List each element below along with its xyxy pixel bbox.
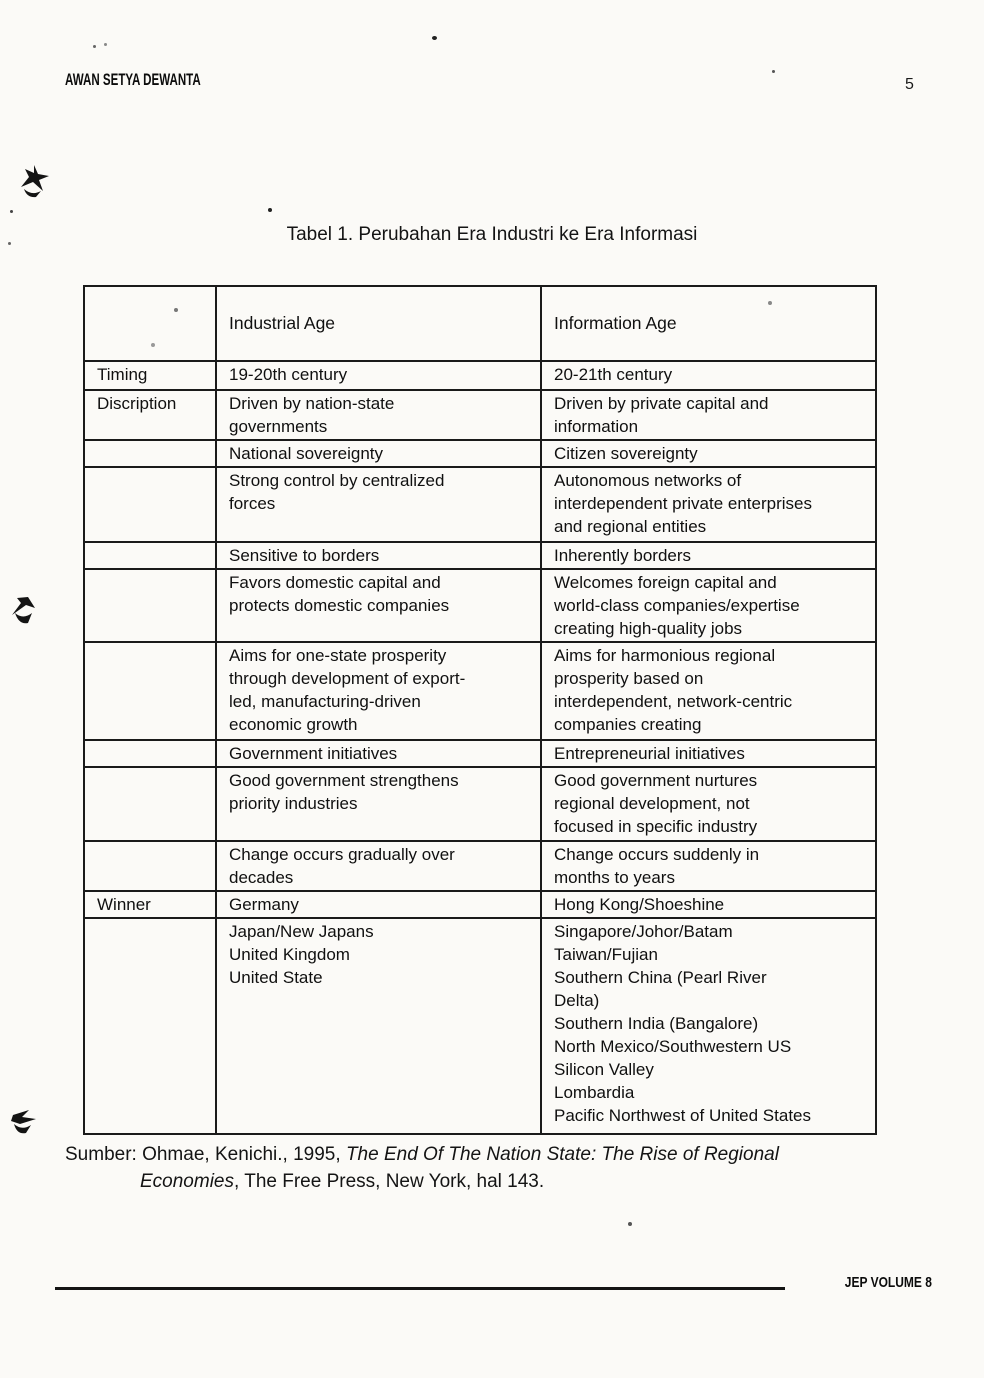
table-title: Tabel 1. Perubahan Era Industri ke Era I… xyxy=(286,224,698,245)
source-text: Sumber: Ohmae, Kenichi., 1995, xyxy=(65,1144,346,1165)
information-cell: 20-21th century xyxy=(540,360,877,391)
industrial-cell: Aims for one-state prosperity through de… xyxy=(215,641,542,741)
industrial-cell: Sensitive to borders xyxy=(215,541,542,570)
journal-footer: JEP VOLUME 8 xyxy=(844,1274,932,1291)
table-row-discription: Discription Driven by nation-state gover… xyxy=(83,389,877,441)
scan-speck xyxy=(93,45,96,48)
row-label xyxy=(83,739,217,768)
scan-speck xyxy=(432,36,437,40)
running-header-author: AWAN SETYA DEWANTA xyxy=(65,70,201,89)
information-cell: Welcomes foreign capital and world-class… xyxy=(540,568,877,643)
source-text: , The Free Press, New York, hal 143. xyxy=(234,1171,545,1192)
table-header-row: Industrial Age Information Age xyxy=(83,285,877,362)
information-cell: Good government nurtures regional develo… xyxy=(540,766,877,842)
footer-rule xyxy=(55,1287,785,1290)
information-cell: Citizen sovereignty xyxy=(540,439,877,468)
row-label xyxy=(83,466,217,543)
industrial-cell: National sovereignty xyxy=(215,439,542,468)
information-cell: Entrepreneurial initiatives xyxy=(540,739,877,768)
row-label: Winner xyxy=(83,890,217,919)
information-cell: Inherently borders xyxy=(540,541,877,570)
row-label xyxy=(83,568,217,643)
scan-speck xyxy=(268,208,272,212)
source-book-title: The End Of The Nation State: The Rise of… xyxy=(345,1144,779,1165)
table-row: National sovereignty Citizen sovereignty xyxy=(83,439,877,468)
information-cell: Driven by private capital and informatio… xyxy=(540,389,877,441)
table-row-timing: Timing 19-20th century 20-21th century xyxy=(83,360,877,391)
information-cell: Autonomous networks of interdependent pr… xyxy=(540,466,877,543)
industrial-cell: Driven by nation-state governments xyxy=(215,389,542,441)
column-header-empty xyxy=(83,285,217,362)
row-label: Discription xyxy=(83,389,217,441)
handwritten-mark-icon xyxy=(21,165,49,198)
industrial-cell: 19-20th century xyxy=(215,360,542,391)
row-label xyxy=(83,641,217,741)
table-row: Aims for one-state prosperity through de… xyxy=(83,641,877,741)
information-cell: Hong Kong/Shoeshine xyxy=(540,890,877,919)
source-book-title: Economies xyxy=(140,1171,234,1192)
source-citation: Sumber: Ohmae, Kenichi., 1995, The End O… xyxy=(65,1141,885,1195)
table-row: Japan/New Japans United Kingdom United S… xyxy=(83,917,877,1135)
scan-speck xyxy=(10,210,13,213)
information-cell: Change occurs suddenly in months to year… xyxy=(540,840,877,892)
column-header-information-age: Information Age xyxy=(540,285,877,362)
table-row: Good government strengthens priority ind… xyxy=(83,766,877,842)
source-citation-line2: Economies, The Free Press, New York, hal… xyxy=(65,1168,885,1195)
industrial-cell: Strong control by centralized forces xyxy=(215,466,542,543)
scan-speck xyxy=(772,70,775,73)
table-row: Change occurs gradually over decades Cha… xyxy=(83,840,877,892)
table-row: Favors domestic capital and protects dom… xyxy=(83,568,877,643)
industrial-cell: Japan/New Japans United Kingdom United S… xyxy=(215,917,542,1135)
industrial-cell: Good government strengthens priority ind… xyxy=(215,766,542,842)
handwritten-mark-icon xyxy=(12,597,35,624)
industrial-cell: Favors domestic capital and protects dom… xyxy=(215,568,542,643)
scan-speck xyxy=(8,242,11,245)
source-citation-line1: Sumber: Ohmae, Kenichi., 1995, The End O… xyxy=(65,1141,885,1168)
industrial-cell: Germany xyxy=(215,890,542,919)
information-cell: Aims for harmonious regional prosperity … xyxy=(540,641,877,741)
table-row: Government initiatives Entrepreneurial i… xyxy=(83,739,877,768)
industrial-cell: Government initiatives xyxy=(215,739,542,768)
scan-speck xyxy=(628,1222,632,1226)
row-label xyxy=(83,541,217,570)
row-label xyxy=(83,766,217,842)
handwritten-mark-icon xyxy=(11,1110,36,1134)
page-number: 5 xyxy=(905,76,914,93)
table-row-winner: Winner Germany Hong Kong/Shoeshine xyxy=(83,890,877,919)
information-cell: Singapore/Johor/Batam Taiwan/Fujian Sout… xyxy=(540,917,877,1135)
table-row: Strong control by centralized forces Aut… xyxy=(83,466,877,543)
row-label xyxy=(83,840,217,892)
row-label xyxy=(83,439,217,468)
row-label xyxy=(83,917,217,1135)
comparison-table: Industrial Age Information Age Timing 19… xyxy=(83,285,877,1135)
table-row: Sensitive to borders Inherently borders xyxy=(83,541,877,570)
row-label: Timing xyxy=(83,360,217,391)
industrial-cell: Change occurs gradually over decades xyxy=(215,840,542,892)
column-header-industrial-age: Industrial Age xyxy=(215,285,542,362)
scan-speck xyxy=(104,43,107,46)
